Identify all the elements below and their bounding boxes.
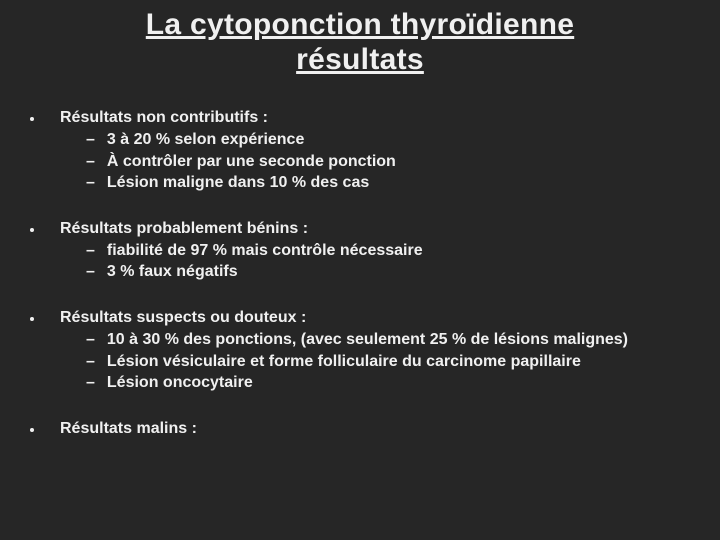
title-line-2: résultats [296, 43, 424, 76]
section-heading: Résultats probablement bénins : [60, 220, 308, 238]
section-heading: Résultats suspects ou douteux : [60, 309, 306, 327]
bullet-icon [30, 428, 34, 432]
list-item: –Lésion vésiculaire et forme folliculair… [86, 351, 700, 373]
section-heading: Résultats malins : [60, 420, 197, 438]
section-non-contributifs: Résultats non contributifs : –3 à 20 % s… [30, 109, 700, 194]
list-item-text: 3 % faux négatifs [107, 261, 238, 283]
list-item-text: Lésion maligne dans 10 % des cas [107, 172, 369, 194]
list-item: –3 à 20 % selon expérience [86, 129, 700, 151]
section-suspects: Résultats suspects ou douteux : –10 à 30… [30, 309, 700, 394]
list-item: –10 à 30 % des ponctions, (avec seulemen… [86, 329, 700, 351]
section-heading: Résultats non contributifs : [60, 109, 268, 127]
bullet-icon [30, 117, 34, 121]
list-item-text: 10 à 30 % des ponctions, (avec seulement… [107, 329, 628, 351]
dash-icon: – [86, 129, 95, 151]
list-item: –3 % faux négatifs [86, 261, 700, 283]
list-item: –fiabilité de 97 % mais contrôle nécessa… [86, 240, 700, 262]
list-item-text: Lésion oncocytaire [107, 372, 253, 394]
dash-icon: – [86, 151, 95, 173]
slide-title: La cytoponction thyroïdienne résultats [20, 8, 700, 77]
dash-icon: – [86, 240, 95, 262]
list-item: –Lésion oncocytaire [86, 372, 700, 394]
slide-body: Résultats non contributifs : –3 à 20 % s… [20, 109, 700, 438]
bullet-icon [30, 317, 34, 321]
dash-icon: – [86, 172, 95, 194]
list-item-text: fiabilité de 97 % mais contrôle nécessai… [107, 240, 423, 262]
dash-icon: – [86, 372, 95, 394]
dash-icon: – [86, 329, 95, 351]
section-benins: Résultats probablement bénins : –fiabili… [30, 220, 700, 283]
dash-icon: – [86, 351, 95, 373]
section-malins: Résultats malins : [30, 420, 700, 438]
list-item-text: À contrôler par une seconde ponction [107, 151, 396, 173]
list-item-text: 3 à 20 % selon expérience [107, 129, 304, 151]
bullet-icon [30, 228, 34, 232]
list-item: –À contrôler par une seconde ponction [86, 151, 700, 173]
list-item: –Lésion maligne dans 10 % des cas [86, 172, 700, 194]
dash-icon: – [86, 261, 95, 283]
list-item-text: Lésion vésiculaire et forme folliculaire… [107, 351, 581, 373]
title-line-1: La cytoponction thyroïdienne [146, 8, 574, 41]
